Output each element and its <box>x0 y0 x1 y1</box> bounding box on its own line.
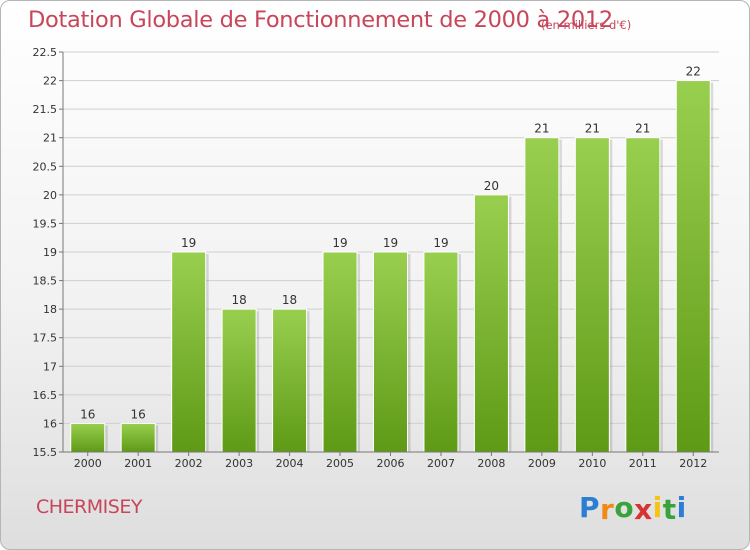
y-tick-label: 18.5 <box>33 275 58 288</box>
proxiti-logo: Proxiti <box>579 491 687 526</box>
y-tick-label: 20 <box>43 189 57 202</box>
bar-value-label: 22 <box>686 65 701 79</box>
x-tick-label: 2003 <box>225 457 253 470</box>
y-tick-label: 17 <box>43 360 57 373</box>
y-tick-label: 16.5 <box>33 389 58 402</box>
bar-value-label: 19 <box>383 236 398 250</box>
y-tick-label: 22.5 <box>33 46 58 59</box>
bar-value-label: 19 <box>181 236 196 250</box>
x-tick-label: 2000 <box>74 457 102 470</box>
bar <box>120 422 156 453</box>
bar-value-label: 16 <box>80 407 95 421</box>
y-tick-label: 21.5 <box>33 103 58 116</box>
x-tick-label: 2002 <box>175 457 203 470</box>
x-tick-label: 2010 <box>578 457 606 470</box>
logo-letter: P <box>579 491 601 524</box>
bar <box>322 251 358 453</box>
x-tick-label: 2005 <box>326 457 354 470</box>
logo-letter: i <box>676 491 687 524</box>
logo-letter: o <box>614 491 635 524</box>
y-tick-label: 19 <box>43 246 57 259</box>
y-tick-label: 17.5 <box>33 332 58 345</box>
y-tick-label: 16 <box>43 417 57 430</box>
bar-value-label: 21 <box>585 122 600 136</box>
bar-value-label: 21 <box>635 122 650 136</box>
bar <box>373 251 408 453</box>
bar <box>473 194 509 453</box>
bar-value-label: 20 <box>484 179 499 193</box>
bar <box>171 251 207 453</box>
bar-value-label: 21 <box>534 122 549 136</box>
bar <box>221 308 257 453</box>
x-tick-label: 2006 <box>377 457 405 470</box>
y-tick-label: 19.5 <box>33 217 58 230</box>
y-tick-label: 20.5 <box>33 160 58 173</box>
logo-letter: i <box>652 491 663 524</box>
bar-value-label: 19 <box>332 236 347 250</box>
bar-value-label: 19 <box>433 236 448 250</box>
axes: 15.5 16 16.5 17 17.5 18 18.5 19 19.5 20 20.5 21 21.5… <box>33 46 719 470</box>
y-tick-label: 22 <box>43 75 57 88</box>
bar <box>625 137 661 453</box>
bar-value-label: 18 <box>231 293 246 307</box>
logo-letter: t <box>662 493 677 526</box>
x-tick-label: 2001 <box>124 457 152 470</box>
x-tick-label: 2004 <box>276 457 304 470</box>
x-tick-label: 2011 <box>629 457 657 470</box>
logo-letter: r <box>600 493 615 526</box>
bar <box>675 80 711 453</box>
bar <box>524 137 560 453</box>
bar-value-label: 16 <box>131 407 146 421</box>
bar-value-label: 18 <box>282 293 297 307</box>
bar <box>272 308 308 453</box>
bar <box>423 251 459 453</box>
x-tick-label: 2008 <box>477 457 505 470</box>
logo-letter: x <box>634 493 653 526</box>
y-tick-label: 15.5 <box>33 446 58 459</box>
y-tick-label: 18 <box>43 303 57 316</box>
y-tick-label: 21 <box>43 132 57 145</box>
commune-name: CHERMISEY <box>36 496 142 518</box>
x-tick-label: 2007 <box>427 457 455 470</box>
bars: 16 16 19 18 18 19 19 19 20 21 21 21 22 <box>70 65 714 453</box>
bar <box>574 137 610 453</box>
bar <box>70 422 106 453</box>
chart-unit-label: (en milliers d'€) <box>541 18 632 32</box>
x-tick-label: 2009 <box>528 457 556 470</box>
chart-title: Dotation Globale de Fonctionnement de 20… <box>28 7 613 33</box>
x-tick-label: 2012 <box>679 457 707 470</box>
